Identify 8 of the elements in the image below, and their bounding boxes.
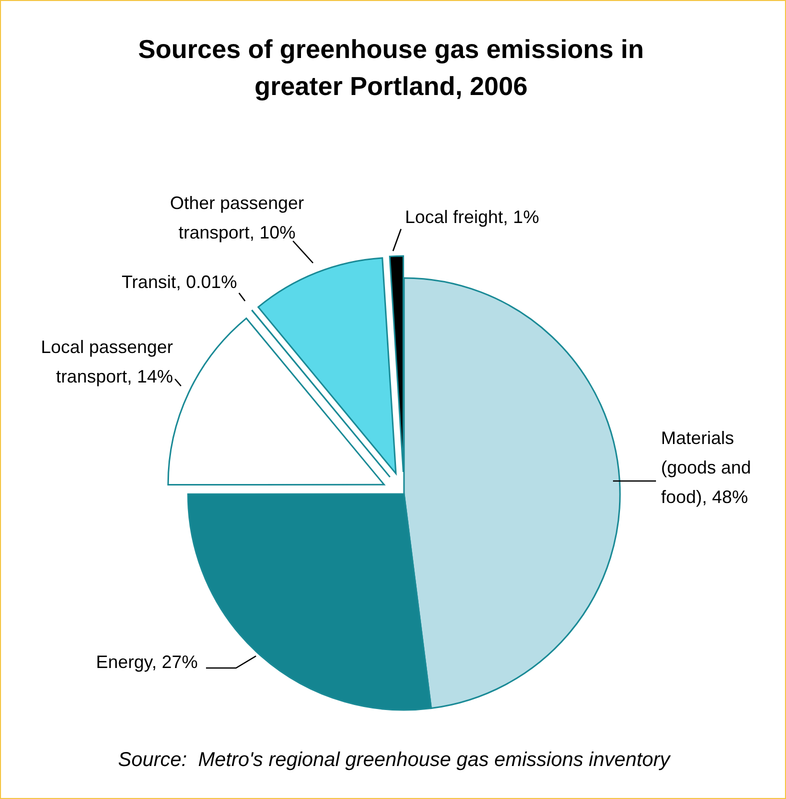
slice-label: Materials (goods and food), 48% <box>661 428 752 507</box>
slice-label: Local freight, 1% <box>405 207 540 227</box>
slice-label: Transit, 0.01% <box>122 272 237 292</box>
slice-label: Other passenger transport, 10% <box>170 193 304 242</box>
chart-title: Sources of greenhouse gas emissions in greater Portland, 2006 <box>137 33 645 103</box>
slice-label: Local passenger transport, 14% <box>40 337 174 386</box>
source-note: Source: Metro's regional greenhouse gas emissions inventory <box>117 749 672 772</box>
slice-label: Energy, 27% <box>96 652 198 672</box>
